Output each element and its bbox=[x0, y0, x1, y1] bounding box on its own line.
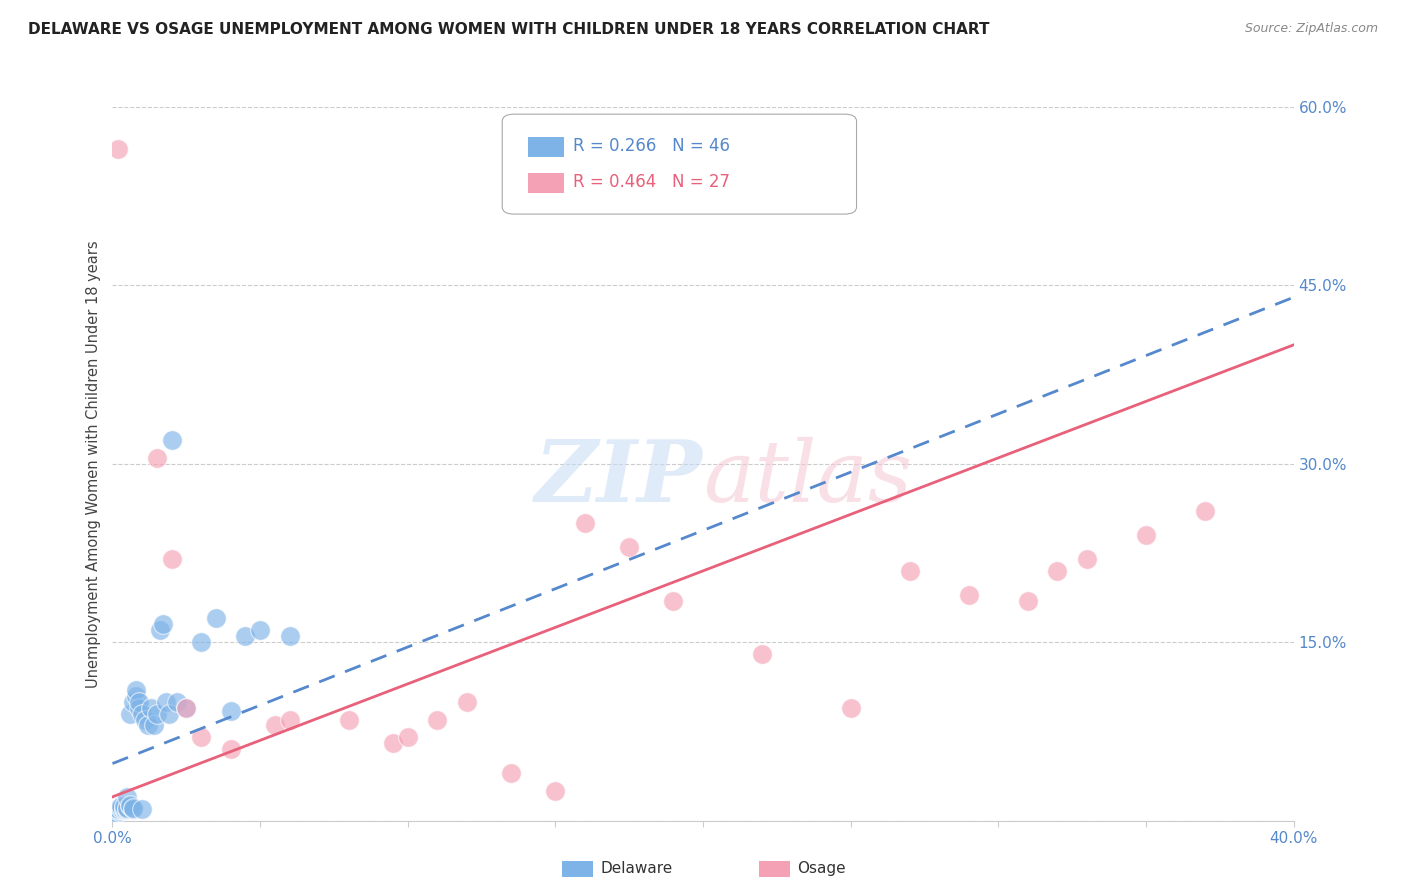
FancyBboxPatch shape bbox=[529, 173, 564, 193]
Point bbox=[104, 806, 127, 821]
Point bbox=[104, 805, 127, 820]
Text: Osage: Osage bbox=[797, 862, 846, 876]
Point bbox=[205, 611, 228, 625]
Point bbox=[107, 804, 129, 818]
Point bbox=[107, 802, 129, 816]
Text: atlas: atlas bbox=[703, 437, 912, 519]
Point bbox=[117, 802, 138, 816]
Point bbox=[146, 706, 169, 721]
Point bbox=[117, 800, 138, 814]
Point bbox=[337, 713, 360, 727]
Point bbox=[501, 766, 523, 780]
Point bbox=[110, 800, 132, 814]
Point bbox=[166, 695, 188, 709]
Point bbox=[142, 718, 165, 732]
Point bbox=[839, 700, 862, 714]
Point bbox=[139, 700, 162, 714]
Point bbox=[160, 552, 183, 566]
Point bbox=[219, 704, 242, 718]
Point bbox=[122, 802, 145, 816]
Point bbox=[1135, 528, 1157, 542]
Point bbox=[426, 713, 449, 727]
Point bbox=[107, 142, 129, 156]
Point bbox=[249, 624, 271, 638]
Point bbox=[125, 689, 148, 703]
Point bbox=[136, 718, 159, 732]
Point bbox=[122, 800, 145, 814]
Y-axis label: Unemployment Among Women with Children Under 18 years: Unemployment Among Women with Children U… bbox=[86, 240, 101, 688]
Point bbox=[112, 799, 135, 814]
Point bbox=[155, 695, 177, 709]
Point bbox=[544, 784, 567, 798]
Point bbox=[131, 706, 153, 721]
Point bbox=[278, 713, 301, 727]
Point bbox=[110, 802, 132, 816]
Point bbox=[264, 718, 287, 732]
Point bbox=[1076, 552, 1098, 566]
Point bbox=[120, 706, 142, 721]
Point bbox=[190, 731, 212, 745]
Point bbox=[110, 799, 132, 814]
Point bbox=[117, 789, 138, 804]
Point bbox=[751, 647, 773, 661]
Point bbox=[219, 742, 242, 756]
Point bbox=[898, 564, 921, 578]
Point bbox=[456, 695, 478, 709]
Point bbox=[1046, 564, 1069, 578]
Point bbox=[1017, 593, 1039, 607]
Text: Source: ZipAtlas.com: Source: ZipAtlas.com bbox=[1244, 22, 1378, 36]
Point bbox=[160, 433, 183, 447]
Point bbox=[128, 700, 150, 714]
Point bbox=[131, 802, 153, 816]
Point bbox=[120, 798, 142, 813]
Point bbox=[174, 700, 197, 714]
Point bbox=[574, 516, 596, 531]
Point bbox=[134, 713, 156, 727]
FancyBboxPatch shape bbox=[502, 114, 856, 214]
Point bbox=[396, 731, 419, 745]
Text: Delaware: Delaware bbox=[600, 862, 672, 876]
Point bbox=[278, 629, 301, 643]
Point bbox=[128, 695, 150, 709]
Point bbox=[107, 802, 129, 816]
Point bbox=[382, 736, 405, 750]
Point bbox=[146, 450, 169, 465]
Text: R = 0.464   N = 27: R = 0.464 N = 27 bbox=[574, 173, 730, 191]
Point bbox=[120, 799, 142, 814]
Point bbox=[233, 629, 256, 643]
Text: DELAWARE VS OSAGE UNEMPLOYMENT AMONG WOMEN WITH CHILDREN UNDER 18 YEARS CORRELAT: DELAWARE VS OSAGE UNEMPLOYMENT AMONG WOM… bbox=[28, 22, 990, 37]
Point bbox=[122, 695, 145, 709]
Point bbox=[190, 635, 212, 649]
Point bbox=[619, 540, 641, 554]
Point bbox=[157, 706, 180, 721]
Point bbox=[125, 682, 148, 697]
Text: R = 0.266   N = 46: R = 0.266 N = 46 bbox=[574, 137, 730, 155]
Point bbox=[152, 617, 174, 632]
Text: ZIP: ZIP bbox=[536, 436, 703, 520]
Point bbox=[174, 700, 197, 714]
Point bbox=[662, 593, 685, 607]
Point bbox=[1194, 504, 1216, 518]
Point bbox=[957, 588, 980, 602]
Point bbox=[149, 624, 172, 638]
Point bbox=[107, 803, 129, 817]
Point bbox=[112, 802, 135, 816]
Point bbox=[112, 800, 135, 814]
FancyBboxPatch shape bbox=[529, 137, 564, 157]
Point bbox=[104, 807, 127, 822]
